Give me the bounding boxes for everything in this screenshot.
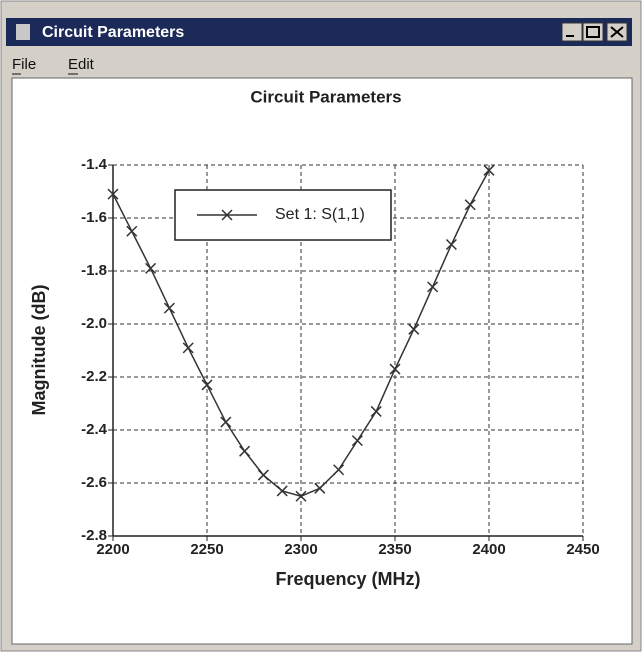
x-axis-label: Frequency (MHz) xyxy=(275,569,420,589)
x-tick-label: 2450 xyxy=(566,541,599,558)
data-marker xyxy=(182,342,194,354)
data-marker xyxy=(370,405,382,417)
y-tick-label: -2.8 xyxy=(81,527,107,544)
y-tick-label: -2.0 xyxy=(81,315,107,332)
minimize-button[interactable] xyxy=(561,22,583,42)
data-marker xyxy=(427,281,439,293)
title-bar xyxy=(6,18,632,46)
data-marker xyxy=(276,485,288,497)
y-tick-label: -1.6 xyxy=(81,209,107,226)
data-marker xyxy=(351,435,363,447)
x-tick-label: 2250 xyxy=(190,541,223,558)
y-tick-label: -1.4 xyxy=(81,156,108,173)
data-marker xyxy=(314,482,326,494)
data-marker xyxy=(389,363,401,375)
legend-marker xyxy=(221,209,233,221)
data-marker xyxy=(201,379,213,391)
data-marker xyxy=(107,188,119,200)
data-marker xyxy=(464,199,476,211)
data-marker xyxy=(295,490,307,502)
data-marker xyxy=(239,445,251,457)
data-marker xyxy=(257,469,269,481)
close-icon xyxy=(610,26,624,38)
window-buttons xyxy=(561,22,628,42)
menu-file[interactable]: File xyxy=(12,56,36,73)
x-tick-label: 2200 xyxy=(96,541,129,558)
data-marker xyxy=(445,238,457,251)
y-axis-label: Magnitude (dB) xyxy=(29,285,49,416)
y-tick-label: -2.2 xyxy=(81,368,107,385)
data-marker xyxy=(126,225,138,237)
data-marker xyxy=(145,262,157,274)
data-marker xyxy=(408,323,420,335)
y-tick-label: -2.6 xyxy=(81,474,107,491)
maximize-icon xyxy=(586,26,600,38)
client-area xyxy=(11,77,633,645)
y-tick-label: -1.8 xyxy=(81,262,107,279)
chart-title: Circuit Parameters xyxy=(250,87,401,106)
data-marker xyxy=(483,164,495,176)
legend-label: Set 1: S(1,1) xyxy=(275,206,365,223)
y-tick-label: -2.4 xyxy=(81,421,108,438)
x-tick-label: 2350 xyxy=(378,541,411,558)
x-tick-label: 2400 xyxy=(472,541,505,558)
window-icon xyxy=(16,24,30,40)
x-tick-label: 2300 xyxy=(284,541,317,558)
data-marker xyxy=(220,416,232,428)
window-title: Circuit Parameters xyxy=(42,24,184,41)
menu-edit[interactable]: Edit xyxy=(68,56,95,73)
data-marker xyxy=(333,464,345,476)
data-marker xyxy=(163,302,175,314)
